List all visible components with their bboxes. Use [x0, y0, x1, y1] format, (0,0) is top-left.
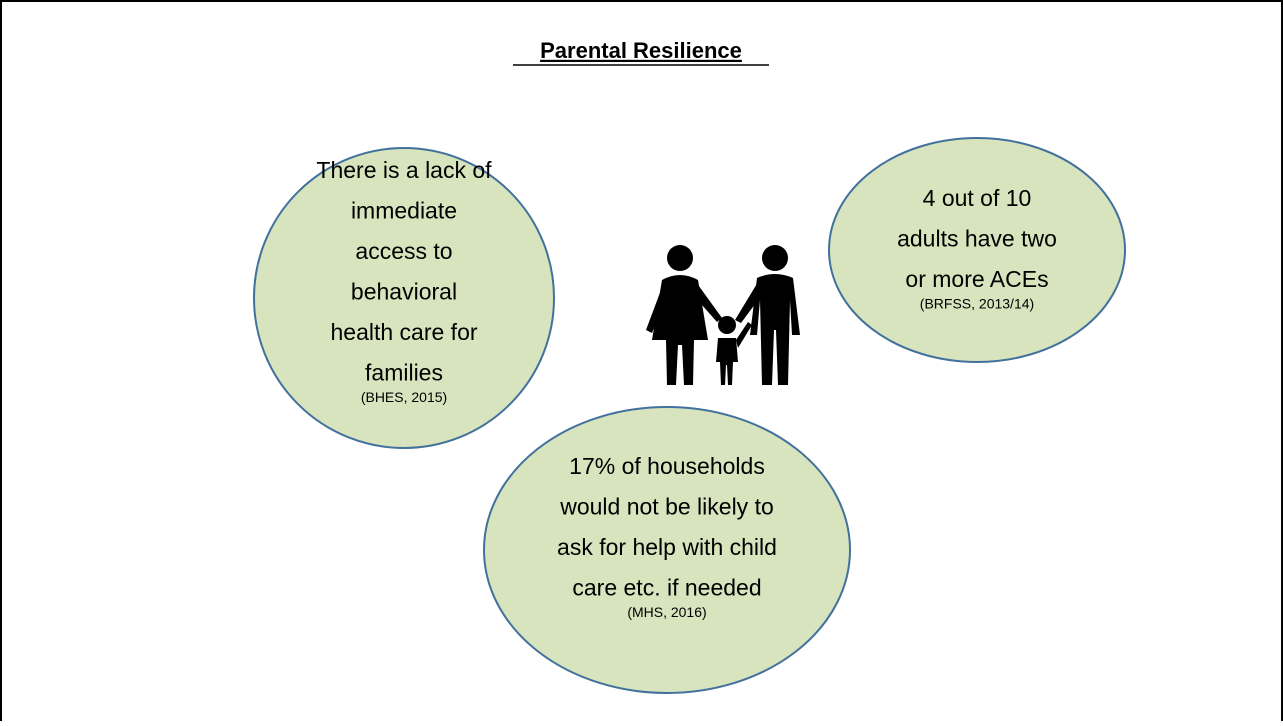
bubble-text: care etc. if needed — [572, 575, 761, 601]
bubble — [483, 406, 851, 694]
title: Parental Resilience — [540, 38, 742, 63]
bubble-text: ask for help with child — [557, 534, 777, 560]
bubble-text: behavioral — [351, 279, 457, 305]
bubble-text: access to — [355, 238, 452, 264]
bubble-text: families — [365, 360, 443, 386]
bubble-text: or more ACEs — [905, 266, 1048, 292]
bubble-text: would not be likely to — [559, 494, 774, 520]
bubble-text: health care for — [330, 319, 477, 345]
bubble — [828, 137, 1126, 363]
bubble-source: (BRFSS, 2013/14) — [920, 296, 1034, 312]
family-icon — [646, 245, 800, 385]
bubble-text: 4 out of 10 — [923, 185, 1032, 211]
bubble-source: (BHES, 2015) — [361, 389, 447, 405]
bubble-text: adults have two — [897, 226, 1057, 252]
bubble-text: 17% of households — [569, 453, 765, 479]
bubble-text: There is a lack of — [316, 157, 492, 183]
bubble — [253, 147, 555, 449]
bubble-text: immediate — [351, 198, 457, 224]
bubble-source: (MHS, 2016) — [627, 604, 706, 620]
